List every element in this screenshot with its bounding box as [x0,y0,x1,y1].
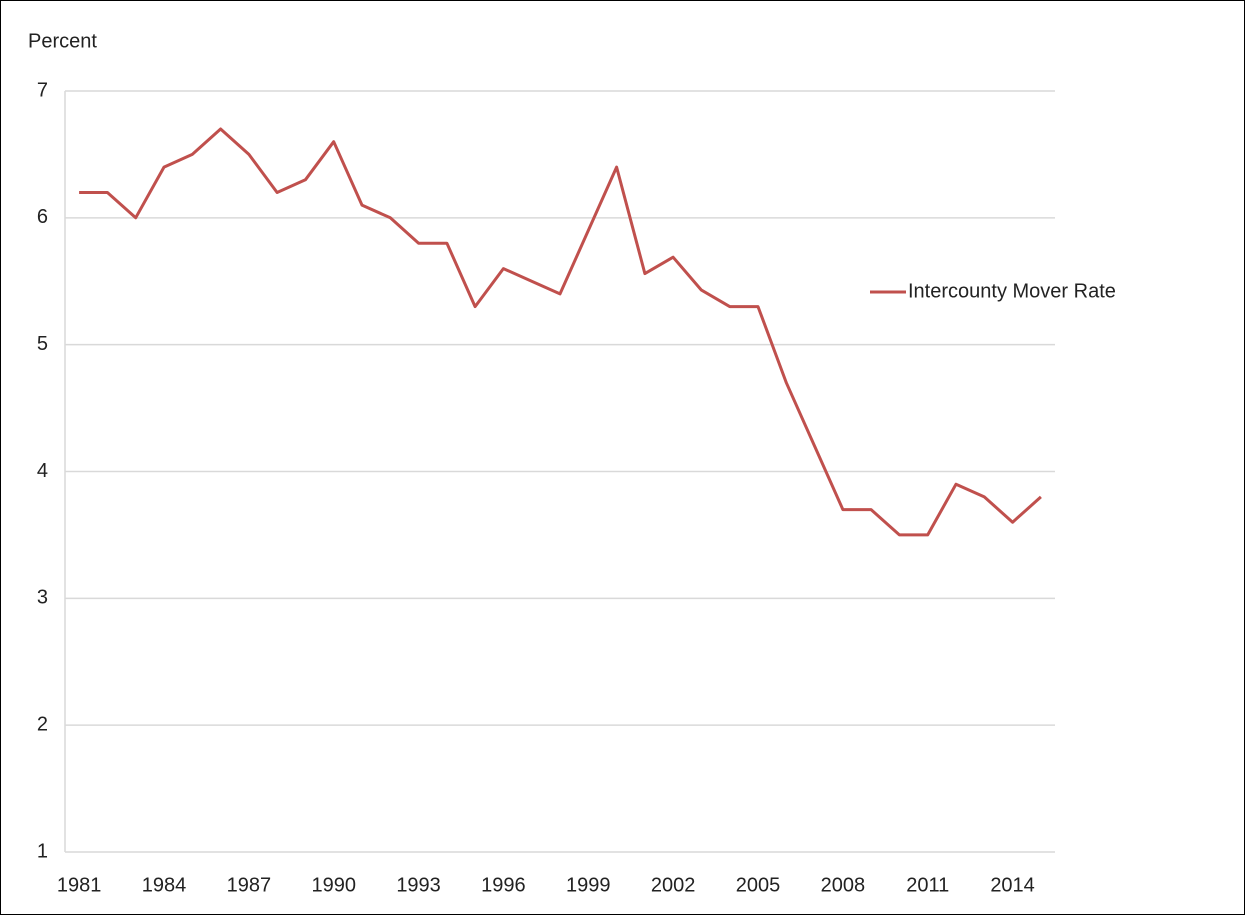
x-tick-label: 1993 [396,874,441,896]
y-tick-label: 6 [37,206,48,228]
x-tick-label: 1981 [57,874,102,896]
y-tick-label: 2 [37,713,48,735]
x-tick-label: 2005 [736,874,781,896]
y-tick-label: 1 [37,840,48,862]
x-tick-label: 2002 [651,874,696,896]
y-tick-label: 4 [37,460,48,482]
y-tick-label: 3 [37,587,48,609]
x-tick-label: 1984 [142,874,187,896]
data-line [79,127,1042,537]
legend-label: Intercounty Mover Rate [908,280,1116,302]
x-tick-label: 1999 [566,874,611,896]
x-tick-label: 1996 [481,874,526,896]
y-tick-label: 7 [37,79,48,101]
y-tick-label: 5 [37,333,48,355]
y-axis-label: Percent [28,30,97,52]
x-tick-label: 2008 [821,874,866,896]
x-tick-label: 2011 [906,874,949,896]
x-tick-label: 2014 [990,874,1035,896]
x-tick-label: 1987 [227,874,272,896]
x-tick-label: 1990 [311,874,356,896]
